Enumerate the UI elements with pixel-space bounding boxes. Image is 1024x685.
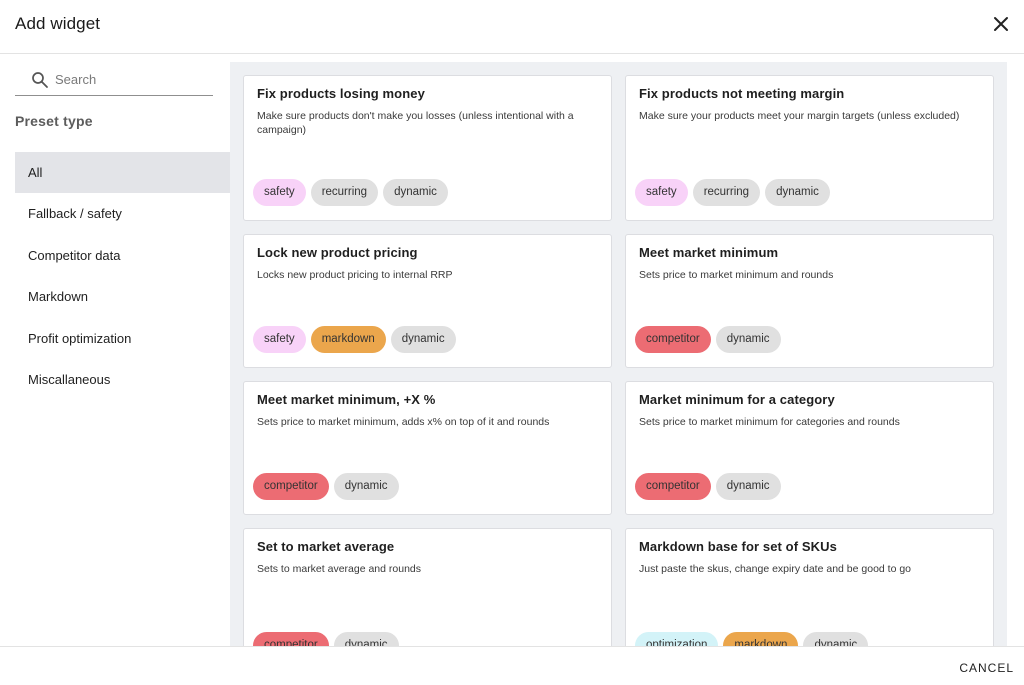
widget-card-title: Set to market average <box>257 539 395 554</box>
sidebar-item-competitor-data[interactable]: Competitor data <box>28 247 121 263</box>
widget-card[interactable]: Markdown base for set of SKUs Just paste … <box>625 528 994 646</box>
widget-card-description: Make sure products don't make you losses… <box>257 110 574 136</box>
close-button[interactable] <box>989 12 1013 36</box>
widget-card-title: Fix products not meeting margin <box>639 86 845 101</box>
widget-card[interactable]: Lock new product pricing Locks new produc… <box>243 234 612 368</box>
widget-card[interactable]: Meet market minimum, +X % Sets price to m… <box>243 381 612 515</box>
tag-chip-competitor: competitor <box>253 632 329 646</box>
widget-card-title: Meet market minimum <box>639 245 779 260</box>
widget-card-description: Sets price to market minimum and rounds <box>639 269 834 281</box>
widget-card-title: Meet market minimum, +X % <box>257 392 436 407</box>
tag-chip-dynamic: dynamic <box>333 632 399 646</box>
widget-list: Fix products losing money Make sure produ… <box>230 62 1007 646</box>
widget-grid: Fix products losing money Make sure produ… <box>243 75 994 646</box>
widget-card-tags: optimization markdown dynamic <box>635 632 869 646</box>
sidebar: Preset type All Fallback / safety Compet… <box>0 55 230 645</box>
tag-chip-dynamic: dynamic <box>803 632 869 646</box>
preset-type-heading: Preset type <box>15 113 93 129</box>
tag-chip-safety: safety <box>253 179 306 206</box>
sidebar-item-markdown[interactable]: Markdown <box>28 289 88 305</box>
widget-card-description: Sets to market average and rounds <box>257 563 422 575</box>
widget-card[interactable]: Fix products losing money Make sure produ… <box>243 75 612 221</box>
search-icon <box>32 72 48 88</box>
widget-card-description: Make sure your products meet your margin… <box>639 110 960 122</box>
widget-card-tags: competitor dynamic <box>635 473 781 500</box>
widget-card-tags: competitor dynamic <box>253 473 399 500</box>
search-input[interactable] <box>55 67 210 91</box>
tag-chip-markdown: markdown <box>723 632 799 646</box>
cancel-button[interactable]: CANCEL <box>959 661 1014 675</box>
search-box <box>15 63 213 96</box>
widget-card[interactable]: Meet market minimum Sets price to market … <box>625 234 994 368</box>
widget-card-title: Fix products losing money <box>257 86 425 101</box>
tag-chip-safety: safety <box>253 326 306 353</box>
tag-chip-competitor: competitor <box>635 326 711 353</box>
sidebar-item-all[interactable]: All <box>15 152 230 194</box>
widget-card-description: Locks new product pricing to internal RR… <box>257 269 453 281</box>
tag-chip-markdown: markdown <box>310 326 386 353</box>
tag-chip-optimization: optimization <box>635 632 719 646</box>
tag-chip-recurring: recurring <box>310 179 379 206</box>
tag-chip-dynamic: dynamic <box>333 473 399 500</box>
widget-card-description: Sets price to market minimum for categor… <box>639 416 900 428</box>
sidebar-item-miscallaneous[interactable]: Miscallaneous <box>28 371 111 387</box>
dialog-title: Add widget <box>15 14 101 33</box>
widget-card[interactable]: Fix products not meeting margin Make sure… <box>625 75 994 221</box>
tag-chip-dynamic: dynamic <box>715 473 781 500</box>
tag-chip-dynamic: dynamic <box>390 326 456 353</box>
tag-chip-safety: safety <box>635 179 688 206</box>
widget-card[interactable]: Set to market average Sets to market aver… <box>243 528 612 646</box>
dialog-footer: CANCEL <box>0 646 1024 685</box>
widget-card-title: Lock new product pricing <box>257 245 418 260</box>
tag-chip-recurring: recurring <box>692 179 761 206</box>
close-icon <box>994 17 1008 31</box>
tag-chip-competitor: competitor <box>253 473 329 500</box>
widget-card-description: Sets price to market minimum, adds x% on… <box>257 416 550 428</box>
widget-card-title: Market minimum for a category <box>639 392 835 407</box>
sidebar-item-profit-optimization[interactable]: Profit optimization <box>28 330 132 346</box>
preset-type-nav: All Fallback / safety Competitor data Ma… <box>15 152 230 400</box>
widget-card-tags: competitor dynamic <box>635 326 781 353</box>
sidebar-item-fallback-safety[interactable]: Fallback / safety <box>28 206 122 222</box>
dialog-header: Add widget <box>0 0 1024 54</box>
widget-card-description: Just paste the skus, change expiry date … <box>639 563 912 575</box>
widget-card-tags: safety markdown dynamic <box>253 326 456 353</box>
tag-chip-competitor: competitor <box>635 473 711 500</box>
widget-card[interactable]: Market minimum for a category Sets price … <box>625 381 994 515</box>
widget-card-tags: safety recurring dynamic <box>635 179 830 206</box>
widget-card-tags: competitor dynamic <box>253 632 399 646</box>
widget-card-tags: safety recurring dynamic <box>253 179 448 206</box>
widget-card-title: Markdown base for set of SKUs <box>639 539 837 554</box>
tag-chip-dynamic: dynamic <box>715 326 781 353</box>
tag-chip-dynamic: dynamic <box>765 179 830 206</box>
tag-chip-dynamic: dynamic <box>383 179 448 206</box>
